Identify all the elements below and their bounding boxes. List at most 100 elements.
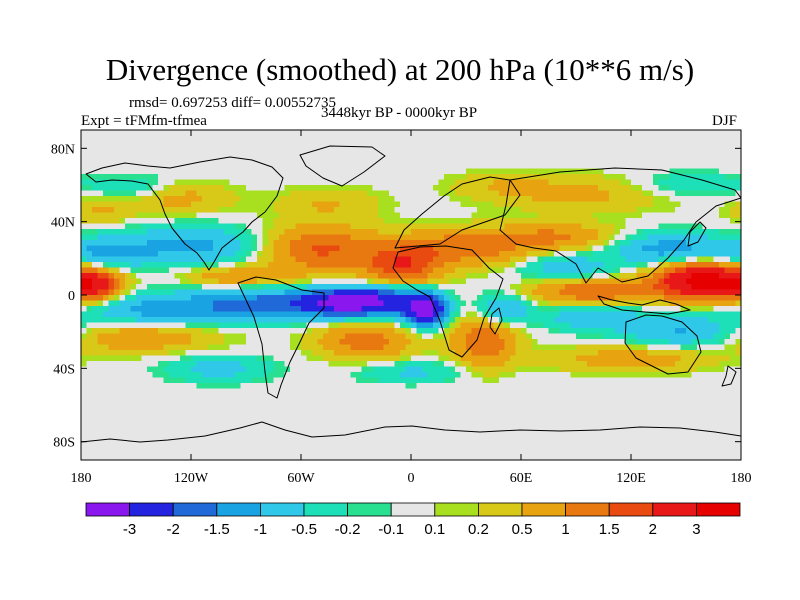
- field-cell: [301, 245, 308, 252]
- field-cell: [262, 295, 269, 302]
- field-cell: [554, 174, 561, 181]
- field-cell: [444, 168, 451, 175]
- field-cell: [317, 295, 324, 302]
- field-cell: [493, 196, 500, 203]
- field-cell: [158, 201, 165, 208]
- field-cell: [356, 267, 363, 274]
- field-cell: [669, 190, 676, 197]
- field-cell: [724, 157, 731, 164]
- field-cell: [202, 344, 209, 351]
- field-cell: [724, 278, 731, 285]
- field-cell: [229, 185, 236, 192]
- field-cell: [691, 278, 698, 285]
- field-cell: [334, 135, 341, 142]
- field-cell: [537, 251, 544, 258]
- field-cell: [719, 229, 726, 236]
- field-cell: [614, 333, 621, 340]
- field-cell: [317, 223, 324, 230]
- field-cell: [636, 201, 643, 208]
- field-cell: [493, 295, 500, 302]
- field-cell: [400, 179, 407, 186]
- field-cell: [537, 344, 544, 351]
- field-cell: [246, 328, 253, 335]
- field-cell: [620, 190, 627, 197]
- field-cell: [614, 344, 621, 351]
- field-cell: [240, 141, 247, 148]
- field-cell: [372, 333, 379, 340]
- field-cell: [378, 245, 385, 252]
- field-cell: [504, 328, 511, 335]
- field-cell: [697, 240, 704, 247]
- field-cell: [603, 267, 610, 274]
- field-cell: [653, 295, 660, 302]
- field-cell: [735, 333, 741, 340]
- field-cell: [207, 179, 214, 186]
- field-cell: [372, 245, 379, 252]
- field-cell: [141, 185, 148, 192]
- field-cell: [400, 163, 407, 170]
- field-cell: [554, 306, 561, 313]
- field-cell: [213, 300, 220, 307]
- field-cell: [614, 322, 621, 329]
- field-cell: [636, 168, 643, 175]
- field-cell: [466, 240, 473, 247]
- field-cell: [229, 196, 236, 203]
- field-cell: [713, 339, 720, 346]
- field-cell: [427, 333, 434, 340]
- field-cell: [323, 273, 330, 280]
- field-cell: [411, 240, 418, 247]
- field-cell: [587, 322, 594, 329]
- field-cell: [724, 190, 731, 197]
- field-cell: [493, 146, 500, 153]
- field-cell: [367, 333, 374, 340]
- field-cell: [422, 130, 429, 137]
- field-cell: [323, 311, 330, 318]
- field-cell: [147, 179, 154, 186]
- field-cell: [543, 256, 550, 263]
- field-cell: [383, 333, 390, 340]
- field-cell: [306, 251, 313, 258]
- field-cell: [724, 333, 731, 340]
- field-cell: [719, 262, 726, 269]
- field-cell: [499, 300, 506, 307]
- field-cell: [273, 311, 280, 318]
- field-cell: [576, 306, 583, 313]
- field-cell: [284, 306, 291, 313]
- field-cell: [735, 311, 741, 318]
- field-cell: [334, 289, 341, 296]
- field-cell: [471, 295, 478, 302]
- field-cell: [152, 322, 159, 329]
- field-cell: [246, 179, 253, 186]
- field-cell: [372, 152, 379, 159]
- field-cell: [306, 130, 313, 137]
- field-cell: [521, 317, 528, 324]
- field-cell: [438, 146, 445, 153]
- field-cell: [114, 201, 121, 208]
- field-cell: [422, 179, 429, 186]
- field-cell: [587, 212, 594, 219]
- field-cell: [345, 295, 352, 302]
- field-cell: [686, 130, 693, 137]
- field-cell: [158, 322, 165, 329]
- field-cell: [290, 229, 297, 236]
- field-cell: [543, 284, 550, 291]
- field-cell: [224, 311, 231, 318]
- field-cell: [455, 251, 462, 258]
- field-cell: [229, 295, 236, 302]
- field-cell: [213, 146, 220, 153]
- field-cell: [350, 240, 357, 247]
- field-cell: [471, 273, 478, 280]
- field-cell: [86, 135, 93, 142]
- field-cell: [642, 163, 649, 170]
- field-cell: [686, 328, 693, 335]
- field-cell: [493, 135, 500, 142]
- field-cell: [147, 273, 154, 280]
- field-cell: [460, 350, 467, 357]
- field-cell: [504, 317, 511, 324]
- field-cell: [323, 339, 330, 346]
- field-cell: [614, 157, 621, 164]
- field-cell: [136, 306, 143, 313]
- field-cell: [213, 163, 220, 170]
- field-cell: [152, 146, 159, 153]
- field-cell: [240, 267, 247, 274]
